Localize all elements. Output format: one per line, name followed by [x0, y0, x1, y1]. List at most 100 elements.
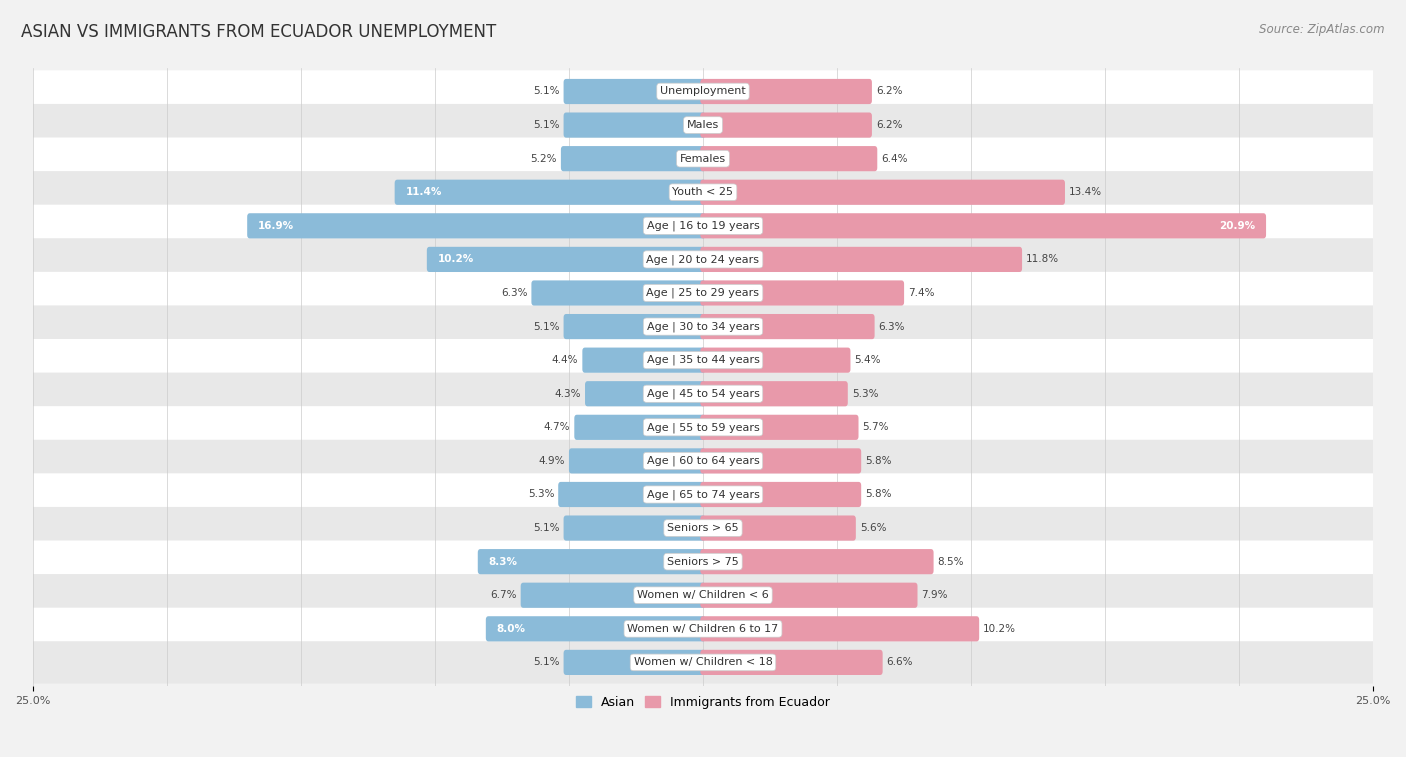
FancyBboxPatch shape [28, 574, 1378, 616]
Text: Youth < 25: Youth < 25 [672, 187, 734, 198]
Text: Seniors > 75: Seniors > 75 [666, 556, 740, 567]
Text: 4.4%: 4.4% [551, 355, 578, 365]
Text: Women w/ Children 6 to 17: Women w/ Children 6 to 17 [627, 624, 779, 634]
Text: 10.2%: 10.2% [983, 624, 1017, 634]
Text: Age | 65 to 74 years: Age | 65 to 74 years [647, 489, 759, 500]
FancyBboxPatch shape [28, 473, 1378, 516]
FancyBboxPatch shape [28, 339, 1378, 382]
Text: 6.2%: 6.2% [876, 120, 903, 130]
Text: 5.1%: 5.1% [533, 322, 560, 332]
Text: ASIAN VS IMMIGRANTS FROM ECUADOR UNEMPLOYMENT: ASIAN VS IMMIGRANTS FROM ECUADOR UNEMPLO… [21, 23, 496, 41]
Text: Source: ZipAtlas.com: Source: ZipAtlas.com [1260, 23, 1385, 36]
FancyBboxPatch shape [574, 415, 706, 440]
FancyBboxPatch shape [28, 238, 1378, 281]
Text: 5.6%: 5.6% [860, 523, 886, 533]
FancyBboxPatch shape [700, 448, 862, 473]
FancyBboxPatch shape [700, 247, 1022, 272]
FancyBboxPatch shape [558, 482, 706, 507]
Text: 5.1%: 5.1% [533, 86, 560, 96]
FancyBboxPatch shape [486, 616, 706, 641]
Text: 20.9%: 20.9% [1219, 221, 1256, 231]
Text: 5.2%: 5.2% [530, 154, 557, 164]
FancyBboxPatch shape [700, 482, 862, 507]
Text: 7.9%: 7.9% [921, 590, 948, 600]
Text: Age | 20 to 24 years: Age | 20 to 24 years [647, 254, 759, 265]
FancyBboxPatch shape [28, 507, 1378, 550]
FancyBboxPatch shape [582, 347, 706, 372]
FancyBboxPatch shape [247, 213, 706, 238]
FancyBboxPatch shape [28, 540, 1378, 583]
FancyBboxPatch shape [700, 314, 875, 339]
Text: Age | 16 to 19 years: Age | 16 to 19 years [647, 220, 759, 231]
FancyBboxPatch shape [700, 616, 979, 641]
Text: 4.9%: 4.9% [538, 456, 565, 466]
Text: Age | 30 to 34 years: Age | 30 to 34 years [647, 321, 759, 332]
FancyBboxPatch shape [569, 448, 706, 473]
Text: 4.3%: 4.3% [554, 389, 581, 399]
FancyBboxPatch shape [28, 641, 1378, 684]
FancyBboxPatch shape [478, 549, 706, 575]
FancyBboxPatch shape [28, 440, 1378, 482]
Text: 6.3%: 6.3% [501, 288, 527, 298]
FancyBboxPatch shape [564, 79, 706, 104]
FancyBboxPatch shape [700, 179, 1064, 205]
FancyBboxPatch shape [28, 171, 1378, 213]
Text: 5.7%: 5.7% [862, 422, 889, 432]
Text: Age | 25 to 29 years: Age | 25 to 29 years [647, 288, 759, 298]
FancyBboxPatch shape [564, 113, 706, 138]
FancyBboxPatch shape [700, 583, 918, 608]
FancyBboxPatch shape [700, 381, 848, 407]
FancyBboxPatch shape [564, 314, 706, 339]
FancyBboxPatch shape [564, 516, 706, 540]
Text: 5.1%: 5.1% [533, 523, 560, 533]
FancyBboxPatch shape [28, 608, 1378, 650]
FancyBboxPatch shape [28, 204, 1378, 247]
FancyBboxPatch shape [28, 407, 1378, 448]
FancyBboxPatch shape [28, 305, 1378, 347]
Text: 16.9%: 16.9% [257, 221, 294, 231]
Text: Age | 60 to 64 years: Age | 60 to 64 years [647, 456, 759, 466]
Text: 7.4%: 7.4% [908, 288, 935, 298]
FancyBboxPatch shape [520, 583, 706, 608]
FancyBboxPatch shape [561, 146, 706, 171]
Text: 5.3%: 5.3% [527, 490, 554, 500]
Text: 8.0%: 8.0% [496, 624, 526, 634]
FancyBboxPatch shape [700, 516, 856, 540]
Text: Seniors > 65: Seniors > 65 [668, 523, 738, 533]
FancyBboxPatch shape [700, 79, 872, 104]
FancyBboxPatch shape [700, 280, 904, 306]
FancyBboxPatch shape [700, 146, 877, 171]
Text: 8.5%: 8.5% [938, 556, 965, 567]
Text: Age | 55 to 59 years: Age | 55 to 59 years [647, 422, 759, 432]
FancyBboxPatch shape [700, 113, 872, 138]
Text: Women w/ Children < 18: Women w/ Children < 18 [634, 657, 772, 668]
Text: 5.3%: 5.3% [852, 389, 879, 399]
Text: 5.8%: 5.8% [865, 490, 891, 500]
Text: 8.3%: 8.3% [488, 556, 517, 567]
FancyBboxPatch shape [427, 247, 706, 272]
Text: 13.4%: 13.4% [1069, 187, 1102, 198]
FancyBboxPatch shape [28, 372, 1378, 415]
Text: 6.7%: 6.7% [491, 590, 516, 600]
Text: 4.7%: 4.7% [544, 422, 571, 432]
Text: 6.3%: 6.3% [879, 322, 905, 332]
FancyBboxPatch shape [585, 381, 706, 407]
Legend: Asian, Immigrants from Ecuador: Asian, Immigrants from Ecuador [571, 690, 835, 714]
Text: Women w/ Children < 6: Women w/ Children < 6 [637, 590, 769, 600]
Text: Males: Males [688, 120, 718, 130]
Text: Females: Females [681, 154, 725, 164]
Text: 11.4%: 11.4% [405, 187, 441, 198]
FancyBboxPatch shape [700, 549, 934, 575]
Text: Age | 35 to 44 years: Age | 35 to 44 years [647, 355, 759, 366]
Text: 6.2%: 6.2% [876, 86, 903, 96]
Text: 5.1%: 5.1% [533, 120, 560, 130]
Text: 6.4%: 6.4% [882, 154, 908, 164]
FancyBboxPatch shape [700, 415, 859, 440]
Text: Unemployment: Unemployment [661, 86, 745, 96]
FancyBboxPatch shape [28, 70, 1378, 113]
FancyBboxPatch shape [28, 104, 1378, 146]
Text: 10.2%: 10.2% [437, 254, 474, 264]
Text: 11.8%: 11.8% [1026, 254, 1059, 264]
Text: 5.4%: 5.4% [855, 355, 882, 365]
FancyBboxPatch shape [531, 280, 706, 306]
